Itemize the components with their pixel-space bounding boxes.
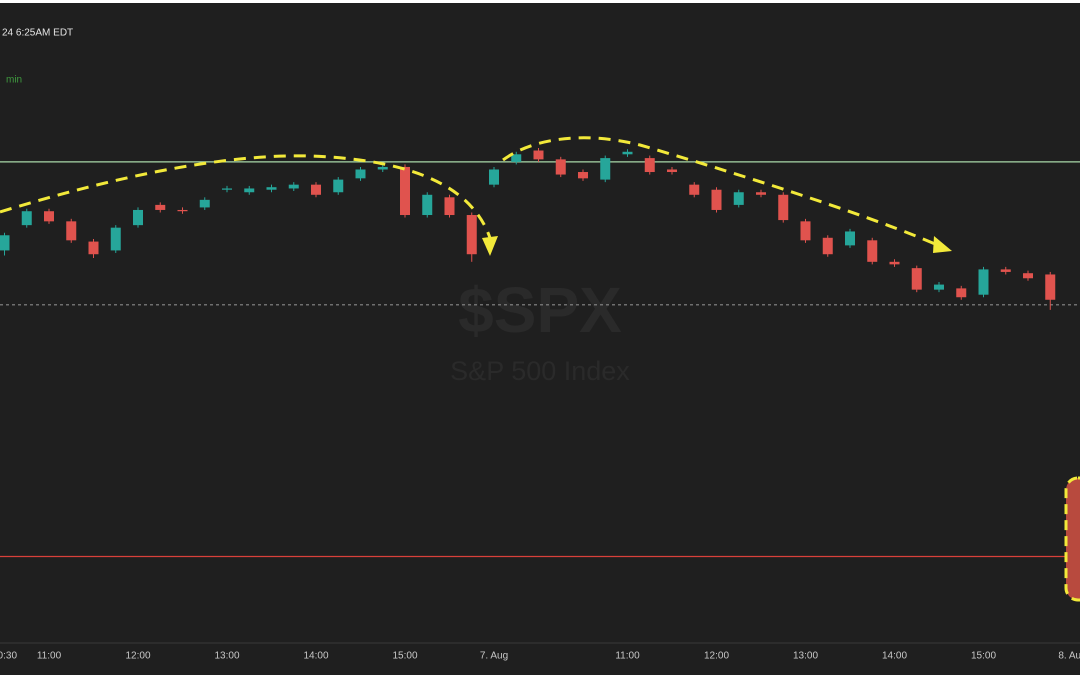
candle-body [511,154,522,162]
candle-body [889,261,900,265]
candle-body [244,188,255,193]
x-tick-label: 11:00 [37,651,62,662]
candle-body [667,169,677,173]
x-tick-label: 13:00 [793,651,818,662]
candle-body [978,269,989,295]
candle-body [555,159,566,175]
header-time: 24 6:25AM EDT [2,28,73,39]
x-tick-label: 7. Aug [480,651,508,662]
top-edge [0,0,1080,3]
candle-body [444,197,455,216]
candle-body [533,150,544,160]
candle-body [355,169,366,179]
x-tick-label: 13:00 [214,651,239,662]
candle-body [822,237,833,255]
candle-body [466,215,477,255]
candle-body [845,231,855,246]
candle-body [199,199,210,208]
candle-body [377,166,388,170]
candle-body [110,227,121,251]
x-tick-label: 15:00 [971,651,996,662]
x-tick-label: 11:00 [615,651,640,662]
candle-body [1000,269,1011,272]
candle-body [177,209,188,212]
arrow-head [482,236,498,256]
x-tick-label: 12:00 [125,651,150,662]
candle-body [288,184,299,189]
candle-body [756,192,766,195]
candle-body [44,211,54,222]
candle-body [489,169,499,185]
candle-body [689,184,700,195]
candle-body [21,211,32,226]
arrow-head [933,236,952,253]
candle-body [800,221,811,241]
candle-body [222,188,232,190]
candle-body [867,240,878,262]
candle-body [66,221,77,241]
price-badge [1064,476,1080,602]
annotations [0,136,936,246]
x-tick-label: 14:00 [303,651,328,662]
x-tick-label: 15:00 [392,651,417,662]
candle-body [778,194,789,221]
interval-label: min [6,75,22,86]
candle-body [733,192,744,205]
candle-body [956,288,967,298]
candle-body [333,179,344,193]
candle-body [422,194,433,216]
candle-body [400,166,410,216]
candle-body [911,268,922,290]
candle-body [311,184,321,195]
x-tick-label: 12:00 [704,651,729,662]
x-tick-label: 10:30 [0,651,17,662]
x-tick-label: 14:00 [882,651,907,662]
candle-body [0,235,10,251]
plot [0,147,1080,558]
watermark: $SPX [458,274,622,346]
arrow-curve [502,136,936,246]
candle-body [1023,273,1033,279]
x-tick-label: 8. Aug [1058,651,1080,662]
candle-body [644,158,655,173]
watermark-subtitle: S&P 500 Index [450,356,630,386]
candle-body [711,189,722,210]
candle-body [600,158,611,180]
candle-body [155,204,166,210]
candle-body [934,284,944,290]
candle-body [266,187,277,190]
candle-body [578,172,588,179]
candle-body [1045,274,1056,300]
candle-body [88,241,99,255]
candle-body [133,209,143,226]
candle-body [622,151,633,155]
arrow-curve [0,154,492,239]
